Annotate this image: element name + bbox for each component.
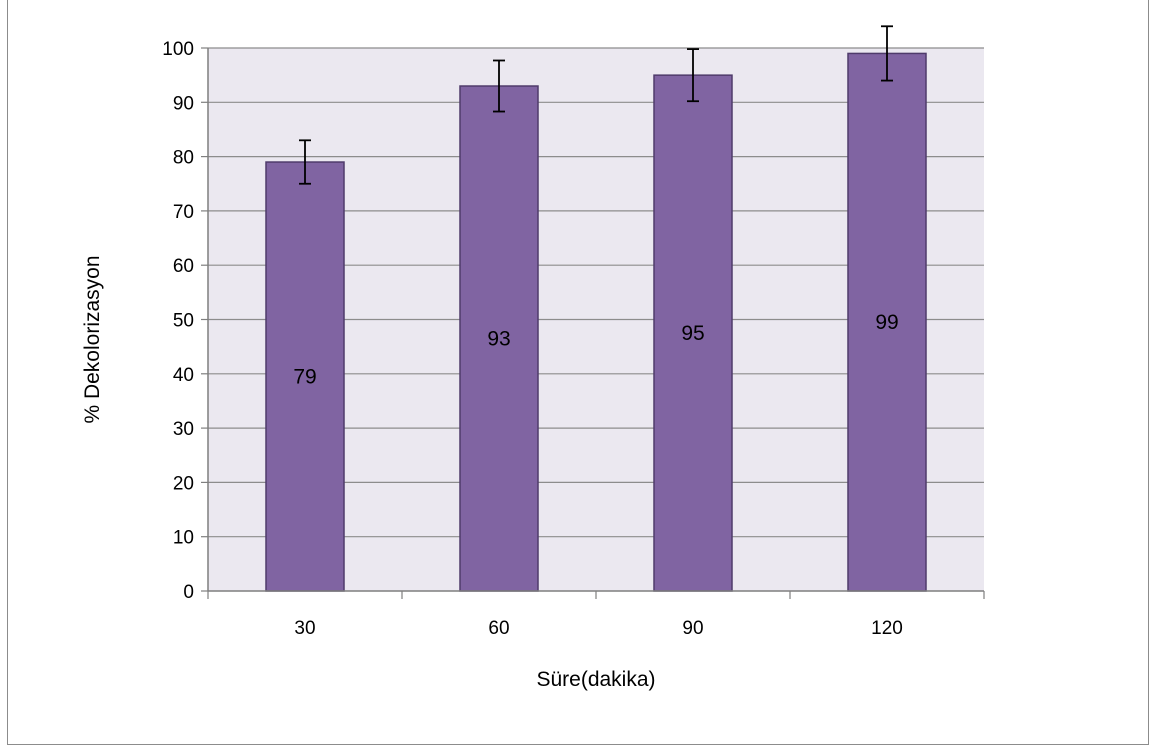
bar (265, 161, 345, 592)
chart-frame: 79 93 95 99 0 10 20 30 40 50 60 70 80 90 100 30 60 90 12… (7, 0, 1149, 745)
y-tick-label: 50 (173, 311, 194, 332)
data-label: 93 (487, 328, 510, 351)
y-tick-label: 100 (162, 39, 194, 60)
data-label: 95 (681, 322, 704, 345)
y-tick-label: 90 (173, 93, 194, 114)
bar (847, 52, 927, 592)
x-tick-label: 60 (488, 618, 509, 639)
y-tick-label: 0 (183, 582, 194, 603)
y-tick-label: 40 (173, 365, 194, 386)
y-tick-label: 30 (173, 419, 194, 440)
y-tick-labels: 0 10 20 30 40 50 60 70 80 90 100 (162, 39, 194, 603)
error-bars (299, 25, 893, 185)
y-tick-label: 80 (173, 148, 194, 169)
y-axis-title: % Dekolorizasyon (81, 255, 104, 423)
data-label: 99 (875, 311, 898, 334)
y-tick-label: 10 (173, 528, 194, 549)
x-tick-label: 90 (682, 618, 703, 639)
axes (207, 48, 985, 599)
data-labels: 79 93 95 99 (293, 311, 898, 388)
y-tick-label: 20 (173, 473, 194, 494)
x-tick-labels: 30 60 90 120 (294, 618, 902, 639)
bars (265, 52, 927, 592)
x-axis-title: Süre(dakika) (536, 668, 655, 691)
bar (459, 85, 539, 592)
x-tick-label: 30 (294, 618, 315, 639)
bar-chart: 79 93 95 99 0 10 20 30 40 50 60 70 80 90 100 30 60 90 12… (81, 25, 985, 691)
data-label: 79 (293, 366, 316, 389)
y-tick-label: 60 (173, 256, 194, 277)
x-tick-label: 120 (871, 618, 903, 639)
y-tick-label: 70 (173, 202, 194, 223)
